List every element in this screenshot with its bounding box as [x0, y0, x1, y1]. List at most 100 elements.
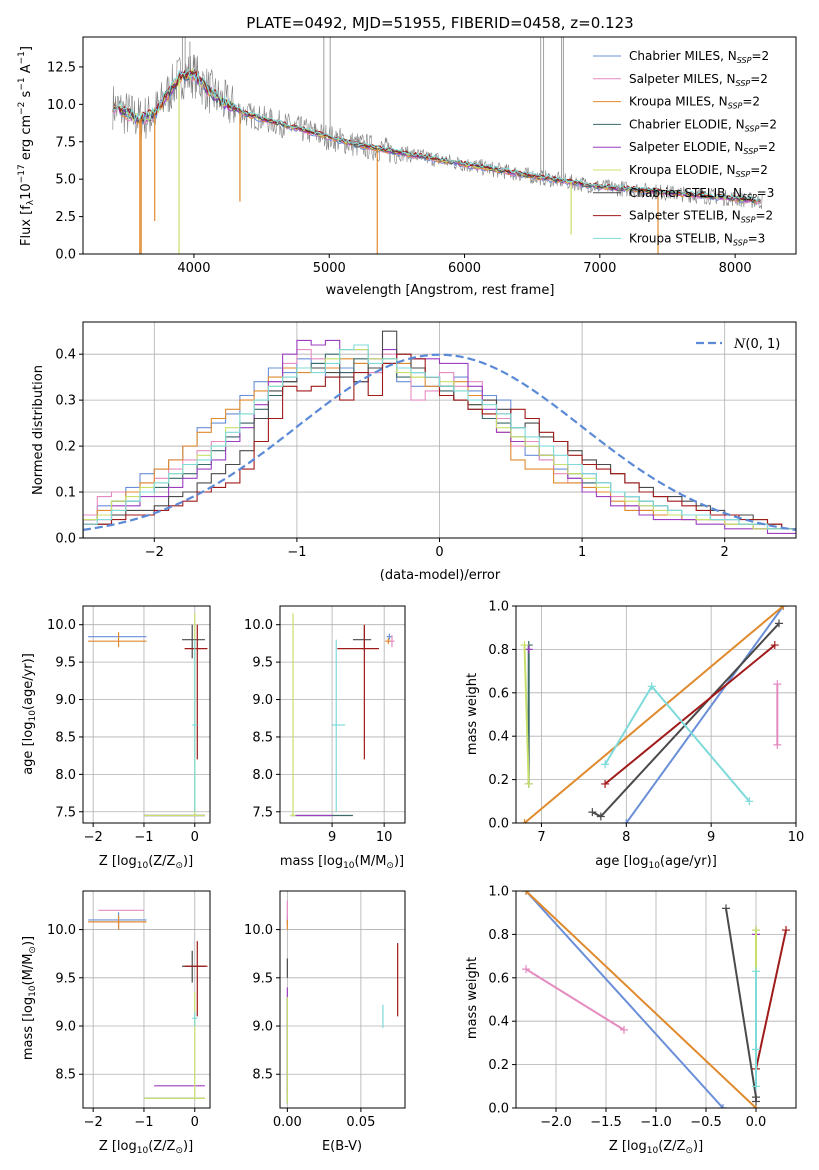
legend-label-text: Kroupa MILES, N	[629, 95, 728, 109]
weight-z-xlabel-part: )]	[693, 1139, 703, 1154]
weight_vs_z-ytick-label: 0.8	[488, 928, 509, 943]
mass-ebv-xlabel: E(B-V)	[322, 1139, 362, 1154]
residuals-ytick-label: 0.3	[55, 394, 76, 409]
residuals-ytick-label: 0.4	[55, 348, 76, 363]
gaussian-params: (0, 1)	[745, 337, 780, 352]
mass-z-ylabel-part: )]	[21, 936, 36, 946]
weight-age-marker	[622, 819, 631, 823]
weight_vs_z-ytick-label: 0.6	[488, 971, 509, 986]
weight_vs_z-ytick-label: 0.0	[488, 1102, 509, 1117]
age-mass-xlabel-part: ⊙	[386, 861, 394, 871]
age-mass-xlabel-part: mass [log	[280, 854, 343, 869]
weight-age-marker	[588, 808, 597, 817]
mass-z-ylabel-part: (M/M	[21, 954, 36, 986]
mass_vs_ebv-ytick-label: 8.5	[252, 1068, 273, 1083]
weight-z-marker	[719, 1104, 727, 1108]
age-z-xlabel-part: ⊙	[175, 861, 183, 871]
weight-z-marker	[752, 926, 760, 935]
mass-z-xlabel-part: )]	[183, 1139, 193, 1154]
weight-z-ylabel: mass weight	[465, 957, 480, 1039]
age-mass-xlabel-part: (M/M	[355, 854, 387, 869]
weight_vs_z-xtick-label: −1.5	[590, 1115, 622, 1130]
mass_vs_z-axes: −2 −1 0 8.5 9.0 9.5 10.0	[47, 890, 211, 1130]
figure-title: PLATE=0492, MJD=51955, FIBERID=0458, z=0…	[246, 14, 633, 32]
weight-age-marker	[773, 740, 782, 749]
mass_vs_ebv-xtick-label: 0.05	[346, 1115, 375, 1130]
legend-label-nssp: =2	[755, 209, 773, 223]
legend-label-text: Kroupa STELIB, N	[629, 231, 733, 245]
age_vs_z-xtick-label: 0	[191, 830, 199, 845]
spectrum-xtick-label: 8000	[719, 261, 752, 276]
age_vs_mass-ytick-label: 10.0	[244, 618, 273, 633]
age-z-xlabel-part: )]	[183, 854, 193, 869]
legend-label-nssp: =2	[751, 49, 769, 63]
age-z-xlabel-part: Z [log	[99, 854, 137, 869]
age_vs_mass-ytick-label: 8.5	[252, 730, 273, 745]
mass-z-xlabel-part: 10	[137, 1146, 149, 1156]
mass_vs_z-ytick-label: 9.5	[55, 971, 76, 986]
mass-z-ylabel-part: 10	[28, 985, 38, 997]
age_vs_mass-xtick-label: 9	[328, 830, 336, 845]
weight-age-xlabel: age [log10(age/yr)]	[595, 854, 717, 871]
mass_vs_ebv-ytick-label: 9.5	[252, 971, 273, 986]
weight-z-marker	[752, 967, 760, 976]
legend-label-text: Salpeter ELODIE, N	[629, 140, 743, 154]
weight-z-line-chabrier-miles	[525, 891, 724, 1108]
weight-age-marker	[779, 606, 788, 610]
weight_vs_z-ytick-label: 0.2	[488, 1058, 509, 1073]
weight-age-xlabel-part: (age/yr)]	[660, 854, 717, 869]
spectrum-xtick-label: 6000	[448, 261, 481, 276]
legend-label-text: Salpeter MILES, N	[629, 72, 736, 86]
legend-label: Salpeter ELODIE, NSSP=2	[629, 140, 776, 156]
legend-label: Salpeter STELIB, NSSP=2	[629, 209, 773, 225]
weight-z-marker	[782, 926, 790, 935]
age_vs_z-xtick-label: −1	[134, 830, 153, 845]
legend-label-sub: SSP	[743, 147, 758, 156]
weight_vs_age-xtick-label: 9	[707, 830, 715, 845]
legend-label: Chabrier STELIB, NSSP=3	[629, 186, 774, 202]
gaussian-curve	[83, 353, 796, 531]
mass_vs_ebv-plot-area	[286, 900, 399, 1104]
age_vs_mass-ytick-label: 9.0	[252, 693, 273, 708]
legend-label: Chabrier MILES, NSSP=2	[629, 49, 769, 65]
spectrum-ylabel-part: 10	[19, 183, 34, 200]
age-z-xlabel-part: 10	[137, 861, 149, 871]
weight-z-line-salpeter-stelib	[755, 929, 787, 1070]
mass_vs_ebv-frame	[279, 890, 406, 1109]
age_vs_mass-ytick-label: 9.5	[252, 656, 273, 671]
age_vs_z-ytick-label: 8.5	[55, 730, 76, 745]
weight-age-marker	[596, 812, 605, 821]
mass-z-xlabel-part: (Z/Z	[148, 1139, 175, 1154]
weight-age-marker	[601, 760, 610, 769]
weight_vs_z-axes: −2.0 −1.5 −1.0 −0.5 0.0 0.0 0.2 0.4 0.6 0.8 1.0	[488, 885, 797, 1130]
spectrum-ytick-label: 12.5	[47, 60, 76, 75]
mass_vs_z-ytick-label: 9.0	[55, 1020, 76, 1035]
legend-label-sub: SSP	[741, 216, 756, 225]
weight-age-marker	[647, 682, 656, 691]
weight-age-marker	[520, 819, 529, 823]
spectrum-axes: 4000 5000 6000 7000 8000 0.0 2.5 5.0 7.5 10.0 12.5	[47, 36, 797, 276]
weight-z-marker	[522, 965, 530, 974]
weight-z-line-salpeter-miles	[525, 968, 625, 1031]
residuals-ytick-label: 0.2	[55, 440, 76, 455]
mass_vs_z-ytick-label: 8.5	[55, 1068, 76, 1083]
weight-age-line-kroupa-miles	[523, 606, 784, 823]
mass_vs_z-frame	[82, 890, 211, 1109]
age_vs_z-ytick-label: 9.0	[55, 693, 76, 708]
mass_vs_z-plot-area	[88, 909, 208, 1099]
age_vs_mass-axes: 9 10 7.5 8.0 8.5 9.0 9.5 10.0	[244, 605, 406, 845]
legend-label: Chabrier ELODIE, NSSP=2	[629, 117, 777, 133]
legend-label-gaussian: N(0, 1)	[733, 337, 780, 352]
weight-age-marker	[524, 779, 533, 788]
legend-label-text: Chabrier ELODIE, N	[629, 117, 745, 131]
weight_vs_age-xtick-label: 8	[622, 830, 630, 845]
spectrum-ytick-label: 7.5	[55, 135, 76, 150]
residuals-plot-area	[83, 330, 796, 538]
weight-age-xlabel-part: age [log	[595, 854, 648, 869]
age-z-xlabel: Z [log10(Z/Z⊙)]	[99, 854, 193, 871]
legend-label-text: Kroupa ELODIE, N	[629, 163, 736, 177]
spectrum-legend: Chabrier MILES, NSSP=2 Salpeter MILES, N S…	[593, 49, 777, 247]
residuals-xtick-label: −1	[287, 545, 306, 560]
weight_vs_age-frame	[515, 605, 797, 824]
age-mass-xlabel-part: 10	[343, 861, 355, 871]
